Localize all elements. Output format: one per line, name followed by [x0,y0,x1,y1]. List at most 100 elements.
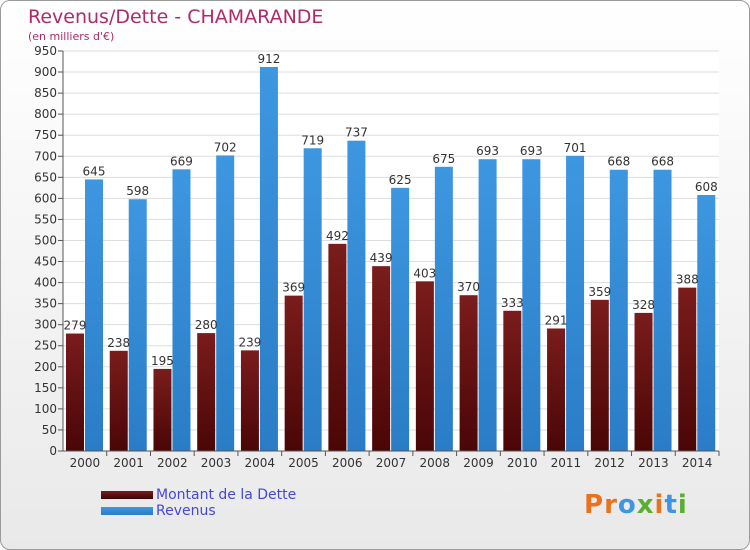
bar-revenus [522,159,541,452]
y-tick-label: 450 [34,255,57,269]
data-label-revenus: 693 [476,144,499,158]
bar-dette [634,312,653,451]
bar-revenus [216,155,235,451]
data-label-revenus: 669 [170,154,193,168]
bar-revenus [609,169,628,451]
bar-dette [109,350,128,451]
bar-revenus [128,199,147,451]
bar-dette [284,295,303,451]
data-label-revenus: 668 [607,155,630,169]
axes: 0 50 100 150 200 250 300 350 400 450 500 550 600 650 7… [34,44,720,470]
y-tick-label: 800 [34,107,57,121]
y-tick-label: 950 [34,44,57,58]
x-tick-label: 2002 [157,456,188,470]
y-tick-label: 700 [34,149,57,163]
data-label-dette: 239 [238,335,261,349]
data-label-revenus: 912 [257,52,280,66]
y-tick-label: 50 [42,423,57,437]
bar-dette [197,333,216,451]
logo-letter: i [654,490,665,520]
bar-revenus [697,195,716,451]
x-tick-label: 2008 [419,456,450,470]
data-label-dette: 359 [588,285,611,299]
bar-revenus [347,140,366,451]
x-tick-label: 2006 [332,456,363,470]
x-tick-label: 2004 [245,456,276,470]
bar-revenus [172,169,191,451]
bar-revenus [303,148,322,451]
x-tick-label: 2013 [638,456,669,470]
x-tick-label: 2005 [288,456,319,470]
data-label-dette: 333 [501,296,524,310]
bar-dette [240,350,259,451]
data-label-dette: 328 [632,298,655,312]
bar-dette [503,310,522,451]
data-labels: 279 645 238 598 195 669 280 702 239 912 369 719 492 7… [64,52,718,368]
y-tick-label: 250 [34,339,57,353]
x-tick-label: 2014 [682,456,713,470]
data-label-dette: 238 [107,336,130,350]
chart-title: Revenus/Dette - CHAMARANDE [28,6,324,28]
y-tick-label: 900 [34,65,57,79]
x-tick-label: 2001 [113,456,144,470]
bar-dette [153,368,172,451]
data-label-dette: 492 [326,229,349,243]
y-tick-label: 500 [34,233,57,247]
bar-revenus [478,159,497,452]
data-label-dette: 291 [545,313,568,327]
y-tick-label: 350 [34,297,57,311]
y-tick-label: 650 [34,170,57,184]
x-tick-label: 2012 [594,456,625,470]
bar-dette [547,328,566,451]
data-label-dette: 370 [457,280,480,294]
legend-label-revenus: Revenus [156,503,216,519]
data-label-revenus: 598 [126,184,149,198]
bar-revenus [391,187,410,451]
y-tick-label: 0 [49,444,57,458]
y-tick-label: 100 [34,402,57,416]
bar-revenus [566,155,585,451]
data-label-dette: 403 [413,266,436,280]
x-tick-label: 2011 [551,456,582,470]
legend-swatch-dette [101,491,153,499]
data-label-dette: 280 [195,318,218,332]
y-tick-label: 150 [34,381,57,395]
data-label-dette: 388 [676,273,699,287]
bar-dette [678,287,697,451]
data-label-revenus: 645 [83,164,106,178]
data-label-dette: 195 [151,354,174,368]
legend-swatch-revenus [101,507,153,515]
bar-revenus [259,67,278,451]
data-label-revenus: 625 [389,173,412,187]
data-label-dette: 369 [282,281,305,295]
proxiti-logo: Proxiti [584,490,688,520]
data-label-dette: 439 [370,251,393,265]
data-label-revenus: 702 [214,140,237,154]
data-label-revenus: 719 [301,133,324,147]
logo-letter: r [604,490,618,520]
data-label-revenus: 737 [345,126,368,140]
bars [66,67,716,452]
logo-letter: o [617,490,637,520]
bar-revenus [85,179,103,451]
x-tick-label: 2000 [70,456,101,470]
x-tick-label: 2003 [201,456,232,470]
data-label-revenus: 675 [432,152,455,166]
y-tick-label: 850 [34,86,57,100]
logo-letter: t [664,490,678,520]
y-tick-label: 200 [34,360,57,374]
bar-dette [372,266,391,451]
gridlines [63,50,719,452]
bar-dette [459,295,478,451]
y-tick-label: 750 [34,128,57,142]
plot-area [63,51,719,451]
data-label-revenus: 693 [520,144,543,158]
bar-dette [415,281,434,451]
data-label-revenus: 608 [695,180,718,194]
y-tick-label: 300 [34,318,57,332]
bar-dette [328,243,347,451]
chart-subtitle: (en milliers d'€) [28,30,115,43]
bar-dette [66,333,84,451]
